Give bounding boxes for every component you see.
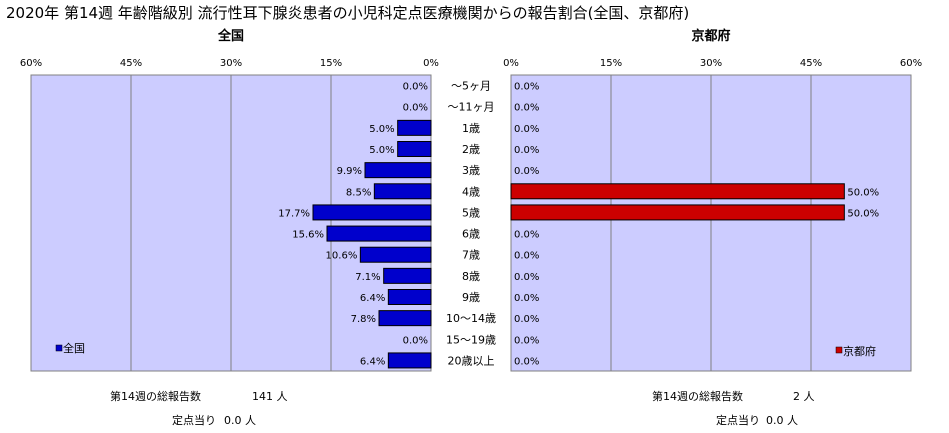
data-label: 0.0% <box>403 82 428 93</box>
category-label: 20歳以上 <box>448 354 495 367</box>
data-label: 7.8% <box>351 314 376 325</box>
kyoto-total-value: 2 人 <box>793 390 815 403</box>
category-label: 1歳 <box>462 122 480 135</box>
data-label: 0.0% <box>514 335 539 346</box>
bar <box>510 204 845 221</box>
category-label: ～5ヶ月 <box>451 80 491 93</box>
category-label: 7歳 <box>462 249 480 262</box>
data-label: 7.1% <box>355 272 380 283</box>
category-label: 9歳 <box>462 291 480 304</box>
x-tick-label: 0% <box>503 58 519 69</box>
data-label: 0.0% <box>514 251 539 262</box>
data-label: 17.7% <box>278 208 310 219</box>
data-label: 9.9% <box>337 166 362 177</box>
data-label: 0.0% <box>514 314 539 325</box>
x-tick-label: 45% <box>800 58 822 69</box>
data-label: 0.0% <box>514 82 539 93</box>
data-label: 0.0% <box>403 335 428 346</box>
bar <box>397 119 432 136</box>
x-tick-label: 60% <box>20 58 42 69</box>
bar <box>312 204 432 221</box>
category-label: 4歳 <box>462 185 480 198</box>
category-label: 8歳 <box>462 270 480 283</box>
bar <box>373 183 432 200</box>
x-tick-label: 60% <box>900 58 922 69</box>
legend-swatch <box>55 344 63 352</box>
data-label: 6.4% <box>360 356 385 367</box>
national-total-value: 141 人 <box>252 390 288 403</box>
national-total-label: 第14週の総報告数 <box>110 389 201 403</box>
category-label: 15～19歳 <box>446 333 496 346</box>
data-label: 0.0% <box>514 124 539 135</box>
bar <box>397 141 432 157</box>
legend-swatch <box>835 346 843 354</box>
category-label: 2歳 <box>462 143 480 156</box>
data-label: 0.0% <box>514 103 539 114</box>
data-label: 5.0% <box>369 124 394 135</box>
data-label: 0.0% <box>514 272 539 283</box>
national-per-value: 0.0 人 <box>224 414 256 427</box>
data-label: 0.0% <box>514 230 539 241</box>
category-label: 5歳 <box>462 206 480 219</box>
data-label: 0.0% <box>403 103 428 114</box>
bar <box>326 225 432 242</box>
x-tick-label: 15% <box>320 58 342 69</box>
chart-title: 2020年 第14週 年齢階級別 流行性耳下腺炎患者の小児科定点医療機関からの報… <box>6 4 689 22</box>
legend-label: 京都府 <box>843 344 876 358</box>
x-tick-label: 15% <box>600 58 622 69</box>
data-label: 50.0% <box>847 208 879 219</box>
panel-title: 京都府 <box>691 28 730 44</box>
bar <box>378 310 432 327</box>
x-tick-label: 30% <box>700 58 722 69</box>
data-label: 0.0% <box>514 145 539 156</box>
data-label: 50.0% <box>847 187 879 198</box>
bar <box>387 289 432 305</box>
x-tick-label: 45% <box>120 58 142 69</box>
data-label: 5.0% <box>369 145 394 156</box>
category-label: ～11ヶ月 <box>448 101 495 114</box>
data-label: 0.0% <box>514 166 539 177</box>
legend: 全国 <box>55 341 85 355</box>
kyoto-total-label: 第14週の総報告数 <box>652 389 743 403</box>
kyoto-per-label: 定点当り <box>716 413 760 427</box>
x-tick-label: 0% <box>423 58 439 69</box>
data-label: 0.0% <box>514 356 539 367</box>
bar <box>383 267 432 284</box>
data-label: 10.6% <box>326 251 358 262</box>
data-label: 8.5% <box>346 187 371 198</box>
bar <box>387 352 432 369</box>
data-label: 0.0% <box>514 293 539 304</box>
kyoto-per-value: 0.0 人 <box>766 414 798 427</box>
category-label: 3歳 <box>462 164 480 177</box>
panel-title: 全国 <box>217 28 244 44</box>
data-label: 6.4% <box>360 293 385 304</box>
data-label: 15.6% <box>292 230 324 241</box>
legend-label: 全国 <box>63 341 85 355</box>
legend: 京都府 <box>835 344 876 358</box>
x-tick-label: 30% <box>220 58 242 69</box>
bar <box>364 162 432 179</box>
bar <box>510 183 845 200</box>
category-label: 6歳 <box>462 228 480 241</box>
bar <box>359 246 432 263</box>
category-label: 10～14歳 <box>446 312 496 325</box>
national-per-label: 定点当り <box>172 413 216 427</box>
